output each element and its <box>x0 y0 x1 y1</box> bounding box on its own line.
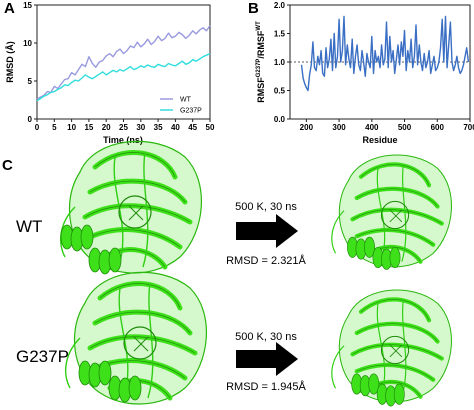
chart-a-xtick-label: 50 <box>206 123 215 132</box>
chart-a-xtick-label: 0 <box>35 123 40 132</box>
panel-label-b: B <box>248 0 259 17</box>
chart-b-xtick-label: 200 <box>300 123 314 132</box>
chart-a-ytick-label: 15 <box>23 1 32 10</box>
protein-g237p-initial <box>66 272 207 404</box>
chart-b-xtick-label: 600 <box>431 123 445 132</box>
chart-b-rmsf-ratio: 200 300 400 500 600 700 0.0 0.5 1.0 1.5 2.0 Residu… <box>256 1 474 145</box>
chart-b-ytick-label: 2.0 <box>274 1 286 10</box>
chart-b-ytick-label: 1.0 <box>274 58 286 67</box>
panel-c-row-wt: WT 500 K, 30 ns RMSD = 2.321Å <box>16 141 451 274</box>
chart-b-series-line-0 <box>300 15 470 92</box>
chart-a-ytick-label: 0 <box>28 115 33 124</box>
panel-label-a: A <box>4 0 15 17</box>
chart-a-xtick-label: 25 <box>119 123 128 132</box>
chart-b-ytick-label: 0.0 <box>274 115 286 124</box>
condition-label-g237p: 500 K, 30 ns <box>235 331 297 343</box>
arrow-icon-g237p <box>236 342 298 376</box>
chart-b-xtick-label: 700 <box>463 123 474 132</box>
legend-label-g237p: G237P <box>180 108 202 115</box>
chart-a-xtick-label: 15 <box>84 123 93 132</box>
arrow-icon-wt <box>236 214 298 248</box>
chart-a-ytick-label: 10 <box>23 39 32 48</box>
protein-wt-initial <box>61 141 202 274</box>
chart-b-xtick-label: 400 <box>365 123 379 132</box>
chart-a-xtick-label: 10 <box>67 123 76 132</box>
rmsd-label-wt: RMSD = 2.321Å <box>226 254 306 267</box>
chart-a-ylabel: RMSD (Å) <box>5 41 15 83</box>
chart-a-series-line-g237p <box>36 52 211 102</box>
chart-a-xtick-label: 40 <box>171 123 180 132</box>
rmsd-label-g237p: RMSD = 1.945Å <box>226 380 306 393</box>
chart-b-xtick-label: 500 <box>398 123 412 132</box>
chart-a-rmsd: 0 5 10 15 20 25 30 35 40 45 50 0 5 10 15 Time (ns) RMS… <box>5 1 215 145</box>
chart-a-xtick-label: 5 <box>52 123 57 132</box>
panel-label-c: C <box>2 157 13 174</box>
condition-label-wt: 500 K, 30 ns <box>235 201 297 213</box>
chart-b-ytick-label: 1.5 <box>274 30 286 39</box>
chart-a-xtick-label: 45 <box>188 123 197 132</box>
chart-a-xtick-label: 20 <box>102 123 111 132</box>
chart-a-ytick-label: 5 <box>28 77 33 86</box>
protein-wt-final <box>332 155 452 270</box>
row-label-wt: WT <box>16 217 42 236</box>
chart-a-xtick-label: 35 <box>154 123 163 132</box>
row-label-g237p: G237P <box>16 347 69 366</box>
chart-a-legend: WT G237P <box>160 97 202 115</box>
chart-b-ytick-label: 0.5 <box>274 87 286 96</box>
chart-a-series-line-wt <box>36 25 211 100</box>
chart-a-xlabel: Time (ns) <box>103 135 143 145</box>
legend-label-wt: WT <box>180 97 192 104</box>
chart-a-xtick-label: 30 <box>136 123 145 132</box>
protein-g237p-final <box>332 290 452 407</box>
panel-c-row-g237p: G237P 500 K, 30 ns RMSD = 1.945Å <box>16 272 451 406</box>
chart-b-xlabel: Residue <box>362 135 397 145</box>
chart-b-xtick-label: 300 <box>332 123 346 132</box>
chart-b-ylabel: RMSFG237P/RMSFWT <box>256 21 266 103</box>
